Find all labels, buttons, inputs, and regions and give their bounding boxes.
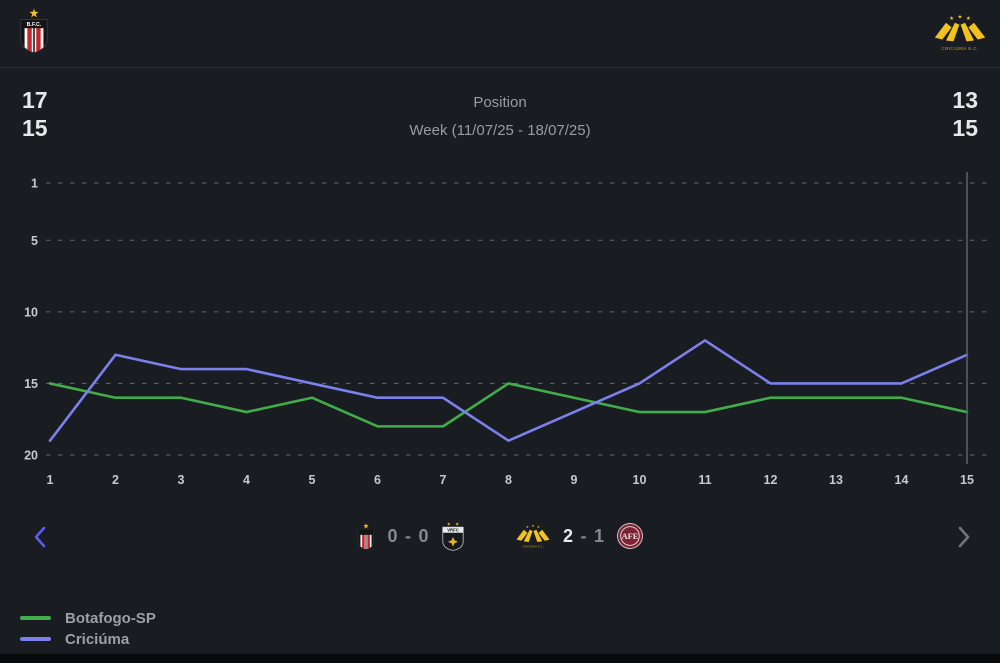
y-tick-label: 5 xyxy=(31,234,38,248)
right-team-stats: 13 15 xyxy=(952,86,978,142)
x-tick-label: 3 xyxy=(178,473,185,487)
match-result-2[interactable]: ★ ★ ★ CRICIÚMA E.C. 2 - 1 AF xyxy=(514,522,644,550)
x-tick-label: 9 xyxy=(571,473,578,487)
botafogo-sp-crest-icon: B.F.C. xyxy=(20,8,48,54)
x-tick-label: 11 xyxy=(698,473,711,487)
left-team-week: 15 xyxy=(22,115,48,141)
svg-text:★: ★ xyxy=(531,523,535,527)
y-tick-label: 15 xyxy=(24,377,38,391)
score-separator: - xyxy=(404,525,412,546)
x-tick-label: 10 xyxy=(633,473,647,487)
chevron-right-icon[interactable] xyxy=(954,525,974,549)
bottom-bar xyxy=(0,654,1000,663)
svg-text:★: ★ xyxy=(447,521,452,526)
legend-label: Botafogo-SP xyxy=(65,609,156,627)
right-team-week: 15 xyxy=(952,115,978,141)
chevron-left-icon[interactable] xyxy=(30,525,50,549)
x-tick-label: 2 xyxy=(112,473,119,487)
svg-text:★: ★ xyxy=(537,524,541,528)
series-line-crici-ma xyxy=(48,339,969,442)
svg-text:CRICIÚMA E.C.: CRICIÚMA E.C. xyxy=(942,45,979,51)
svg-text:AFE: AFE xyxy=(621,532,638,541)
left-team-stats: 17 15 xyxy=(22,86,48,142)
legend-item-botafogo-sp: Botafogo-SP xyxy=(20,608,156,628)
botafogo-sp-mini-crest-icon xyxy=(358,522,375,549)
svg-text:★: ★ xyxy=(966,15,971,22)
series-line-botafogo-sp xyxy=(48,382,969,428)
match-1-home-score: 0 xyxy=(387,525,398,546)
svg-text:★: ★ xyxy=(957,14,962,21)
match-2-score: 2 - 1 xyxy=(563,526,605,547)
score-separator: - xyxy=(580,525,588,546)
y-tick-label: 20 xyxy=(24,449,38,463)
right-team-position: 13 xyxy=(952,87,978,113)
x-tick-label: 7 xyxy=(440,473,447,487)
top-bar: B.F.C. ★ ★ ★ CRICIÚMA E.C. xyxy=(0,0,1000,68)
svg-text:VRFC: VRFC xyxy=(447,528,459,533)
x-tick-label: 15 xyxy=(960,473,974,487)
legend-label: Criciúma xyxy=(65,630,130,648)
x-tick-label: 13 xyxy=(829,473,843,487)
criciuma-mini-crest-icon: ★ ★ ★ CRICIÚMA E.C. xyxy=(516,523,550,548)
x-tick-label: 5 xyxy=(309,473,316,487)
svg-text:CRICIÚMA E.C.: CRICIÚMA E.C. xyxy=(522,543,543,548)
legend-item-criciuma: Criciúma xyxy=(20,629,156,649)
ferroviaria-crest-icon: AFE xyxy=(616,523,643,549)
match-results-row: 0 - 0 ★ ★ VRFC ★ ★ ★ xyxy=(0,513,1000,559)
match-2-home-score: 2 xyxy=(563,525,574,546)
x-tick-label: 1 xyxy=(47,473,54,487)
x-tick-label: 12 xyxy=(764,473,778,487)
x-tick-label: 8 xyxy=(505,473,512,487)
svg-text:★: ★ xyxy=(949,15,954,22)
x-tick-label: 4 xyxy=(243,473,250,487)
legend-swatch-botafogo-sp xyxy=(20,615,51,621)
criciuma-crest-icon: ★ ★ ★ CRICIÚMA E.C. xyxy=(934,14,986,51)
y-tick-label: 1 xyxy=(31,177,38,191)
svg-text:★: ★ xyxy=(455,521,460,526)
metric-label: Position xyxy=(473,94,527,111)
svg-text:★: ★ xyxy=(526,524,530,528)
svg-text:B.F.C.: B.F.C. xyxy=(27,22,42,28)
left-team-position: 17 xyxy=(22,87,48,113)
legend-swatch-criciuma xyxy=(20,636,51,642)
match-group: 0 - 0 ★ ★ VRFC ★ ★ ★ xyxy=(0,513,1000,559)
volta-redonda-crest-icon: ★ ★ VRFC xyxy=(442,521,464,551)
match-1-away-score: 0 xyxy=(418,525,429,546)
x-tick-label: 6 xyxy=(374,473,381,487)
match-result-1[interactable]: 0 - 0 ★ ★ VRFC xyxy=(356,520,466,552)
x-tick-label: 14 xyxy=(895,473,909,487)
match-1-score: 0 - 0 xyxy=(387,526,429,547)
match-2-away-score: 1 xyxy=(594,525,605,546)
week-range-label: Week (11/07/25 - 18/07/25) xyxy=(409,122,591,139)
chart-legend: Botafogo-SP Criciúma xyxy=(20,608,156,650)
y-tick-label: 10 xyxy=(24,305,38,319)
